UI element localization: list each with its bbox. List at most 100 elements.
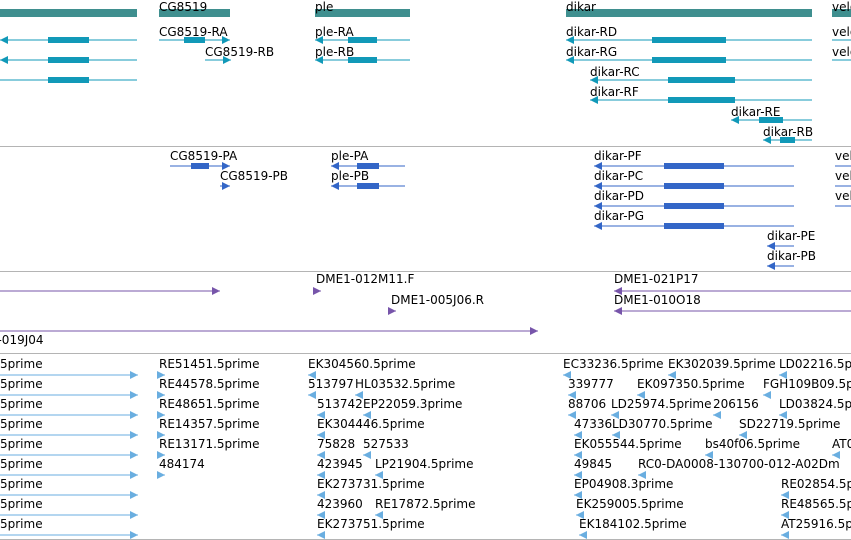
clone-label-019j04[interactable]: L-019J04 xyxy=(0,333,44,347)
ests-glyph[interactable] xyxy=(779,411,787,419)
est-label-ek304560[interactable]: EK304560.5prime xyxy=(308,357,416,371)
est-label-ek273731[interactable]: EK273731.5prime xyxy=(317,477,425,491)
ests-glyph[interactable] xyxy=(576,511,584,519)
est-label-206156[interactable]: 206156 xyxy=(713,397,759,411)
ests-glyph[interactable] xyxy=(317,531,325,539)
est-label-ld02216[interactable]: LD02216.5prime xyxy=(779,357,851,371)
ests-glyph[interactable] xyxy=(638,471,646,479)
ests-glyph[interactable] xyxy=(308,391,316,399)
genes-gene-label-cg8519[interactable]: CG8519 xyxy=(159,0,208,14)
transcript-label-ple-ra[interactable]: ple-RA xyxy=(315,25,354,39)
ests-glyph[interactable] xyxy=(157,431,165,439)
clones-glyph[interactable] xyxy=(614,287,851,295)
ests-glyph[interactable] xyxy=(157,471,165,479)
ests-glyph[interactable] xyxy=(157,451,165,459)
est-label-re48651[interactable]: RE48651.5prime xyxy=(159,397,260,411)
transcripts-glyph[interactable] xyxy=(0,56,137,64)
clones-glyph[interactable] xyxy=(0,287,220,295)
est-label-88706[interactable]: 88706 xyxy=(568,397,607,411)
est-label-re13171[interactable]: RE13171.5prime xyxy=(159,437,260,451)
transcripts-glyph[interactable] xyxy=(205,56,231,64)
protein-label-dikar-pb[interactable]: dikar-PB xyxy=(767,249,817,263)
transcripts-glyph[interactable] xyxy=(731,116,812,124)
est-label-ep22059[interactable]: EP22059.3prime xyxy=(363,397,463,411)
transcript-label-dikar-rc[interactable]: dikar-RC xyxy=(590,65,640,79)
proteins-glyph[interactable] xyxy=(594,202,794,210)
est-label-75828[interactable]: 75828 xyxy=(317,437,356,451)
transcripts-glyph[interactable] xyxy=(590,76,812,84)
clones-glyph[interactable] xyxy=(313,287,321,295)
transcript-label-dikar-rf[interactable]: dikar-RF xyxy=(590,85,639,99)
genes-glyph[interactable] xyxy=(832,9,851,17)
ests-glyph[interactable] xyxy=(713,411,721,419)
proteins-glyph[interactable] xyxy=(170,162,230,170)
est-label-sd22719[interactable]: SD22719.5prime xyxy=(739,417,841,431)
est-label-lp21904[interactable]: LP21904.5prime xyxy=(375,457,474,471)
ests-glyph[interactable] xyxy=(705,451,713,459)
transcript-label-cg8519-rb[interactable]: CG8519-RB xyxy=(205,45,275,59)
clone-label-dme1-005j06-r[interactable]: DME1-005J06.R xyxy=(391,293,485,307)
ests-glyph[interactable] xyxy=(157,411,165,419)
genes-glyph[interactable] xyxy=(566,9,812,17)
transcript-label-velo-2[interactable]: velo xyxy=(832,45,851,59)
proteins-glyph[interactable] xyxy=(767,262,794,270)
est-label-re48565[interactable]: RE48565.5prime xyxy=(781,497,851,511)
ests-glyph[interactable] xyxy=(375,511,383,519)
transcript-label-dikar-rg[interactable]: dikar-RG xyxy=(566,45,618,59)
transcript-label-ple-rb[interactable]: ple-RB xyxy=(315,45,355,59)
ests-glyph[interactable] xyxy=(0,411,138,419)
protein-label-dikar-pg[interactable]: dikar-PG xyxy=(594,209,645,223)
transcripts-glyph[interactable] xyxy=(0,77,137,83)
transcripts-glyph[interactable] xyxy=(0,36,137,44)
proteins-glyph[interactable] xyxy=(835,205,851,207)
ests-glyph[interactable] xyxy=(574,431,582,439)
est-label-ek259005[interactable]: EK259005.5prime xyxy=(576,497,684,511)
proteins-glyph[interactable] xyxy=(835,165,851,167)
clone-label-dme1-021p17[interactable]: DME1-021P17 xyxy=(614,272,699,286)
clone-label-dme1-012m11-f[interactable]: DME1-012M11.F xyxy=(316,272,415,286)
ests-glyph[interactable] xyxy=(763,391,771,399)
ests-glyph[interactable] xyxy=(574,491,582,499)
protein-label-ple-pa[interactable]: ple-PA xyxy=(331,149,369,163)
ests-glyph[interactable] xyxy=(0,371,138,379)
protein-label-velo-2[interactable]: velo xyxy=(835,169,851,183)
ests-glyph[interactable] xyxy=(317,471,325,479)
ests-glyph[interactable] xyxy=(574,471,582,479)
proteins-glyph[interactable] xyxy=(594,222,794,230)
genes-gene-label-ple[interactable]: ple xyxy=(315,0,334,14)
est-label-ek273751[interactable]: EK273751.5prime xyxy=(317,517,425,531)
ests-glyph[interactable] xyxy=(637,391,645,399)
ests-glyph[interactable] xyxy=(363,411,371,419)
clones-glyph[interactable] xyxy=(388,307,396,315)
transcripts-glyph[interactable] xyxy=(832,59,851,61)
est-label-ep04908[interactable]: EP04908.3prime xyxy=(574,477,674,491)
est-label-484174[interactable]: 484174 xyxy=(159,457,205,471)
est-label-ek302039[interactable]: EK302039.5prime xyxy=(668,357,776,371)
est-label-re14357[interactable]: RE14357.5prime xyxy=(159,417,260,431)
clones-glyph[interactable] xyxy=(614,307,851,315)
est-label-ek304446[interactable]: EK304446.5prime xyxy=(317,417,425,431)
est-label-ek055544[interactable]: EK055544.5prime xyxy=(574,437,682,451)
est-label-47336[interactable]: 47336 xyxy=(574,417,613,431)
est-label-re17872[interactable]: RE17872.5prime xyxy=(375,497,476,511)
est-label-rc0-da0008[interactable]: RC0-DA0008-130700-012-A02Dm xyxy=(638,457,840,471)
transcript-label-dikar-rd[interactable]: dikar-RD xyxy=(566,25,618,39)
est-label-bs40f06[interactable]: bs40f06.5prime xyxy=(705,437,801,451)
est-label-49845[interactable]: 49845 xyxy=(574,457,613,471)
transcripts-glyph[interactable] xyxy=(566,56,812,64)
ests-glyph[interactable] xyxy=(317,511,325,519)
transcripts-glyph[interactable] xyxy=(159,36,230,44)
ests-glyph[interactable] xyxy=(375,471,383,479)
est-label-re02854[interactable]: RE02854.5prime xyxy=(781,477,851,491)
proteins-glyph[interactable] xyxy=(594,182,794,190)
proteins-glyph[interactable] xyxy=(835,185,851,187)
ests-glyph[interactable] xyxy=(0,431,138,439)
est-label-re51451[interactable]: RE51451.5prime xyxy=(159,357,260,371)
protein-label-dikar-pc[interactable]: dikar-PC xyxy=(594,169,644,183)
ests-glyph[interactable] xyxy=(574,451,582,459)
ests-glyph[interactable] xyxy=(0,451,138,459)
est-label-left-8[interactable]: 5prime xyxy=(0,497,43,511)
transcripts-glyph[interactable] xyxy=(315,56,410,64)
est-label-ek184102[interactable]: EK184102.5prime xyxy=(579,517,687,531)
clone-label-dme1-010o18[interactable]: DME1-010O18 xyxy=(614,293,701,307)
